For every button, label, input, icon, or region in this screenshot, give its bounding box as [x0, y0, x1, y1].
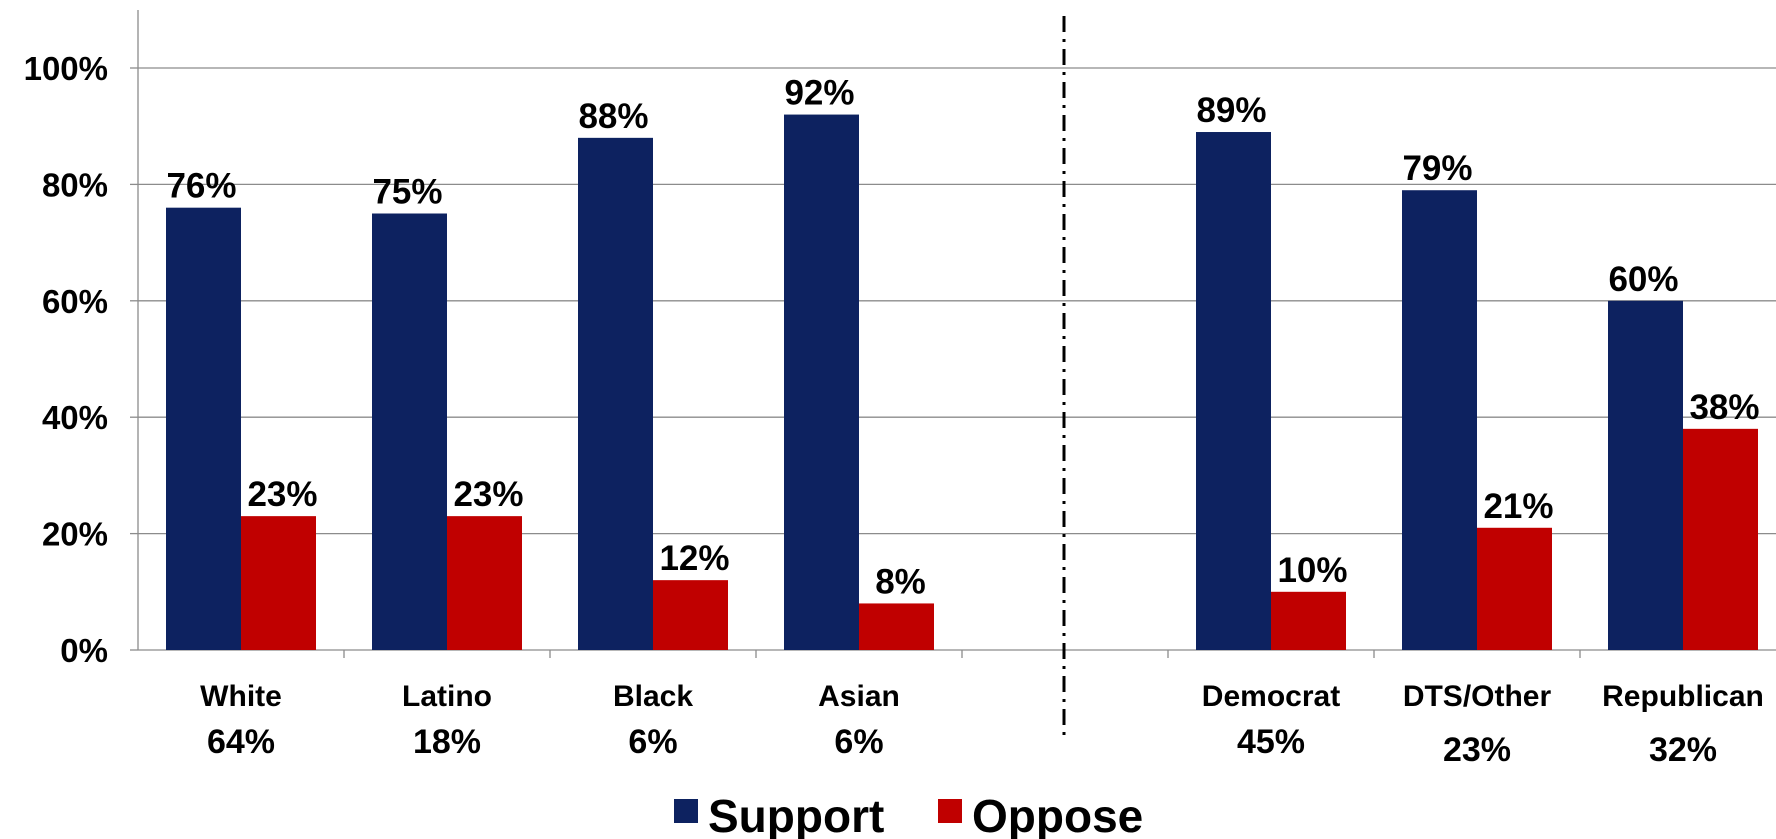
data-label: 23%	[247, 475, 317, 514]
category-share-label: 6%	[628, 723, 677, 761]
category-label: DTS/Other	[1403, 680, 1552, 713]
bar-oppose-latino	[447, 516, 522, 650]
category-share-label: 23%	[1443, 731, 1511, 769]
category-share-label: 32%	[1649, 731, 1717, 769]
bar-support-republican	[1608, 300, 1683, 650]
data-label: 23%	[453, 475, 523, 514]
bar-support-white	[166, 207, 241, 650]
category-share-label: 6%	[834, 723, 883, 761]
data-label: 60%	[1608, 260, 1678, 299]
category-label: Republican	[1602, 680, 1764, 713]
bar-oppose-dtsother	[1477, 527, 1552, 650]
category-labels: White 64% Latino 18% Black 6% Asian 6% Democrat 4…	[200, 680, 1764, 769]
legend-label-support: Support	[708, 790, 884, 839]
data-labels: 76% 23% 75% 23% 88% 12% 92% 8% 89% 10% 79% 21% 60% 38…	[166, 74, 1759, 602]
legend-label-oppose: Oppose	[972, 790, 1143, 839]
category-share-label: 64%	[207, 723, 275, 761]
data-label: 76%	[166, 167, 236, 206]
data-label: 8%	[875, 562, 926, 601]
y-tick-label: 60%	[42, 283, 108, 320]
data-label: 10%	[1277, 551, 1347, 590]
bar-support-democrat	[1196, 132, 1271, 650]
data-label: 38%	[1689, 388, 1759, 427]
data-label: 75%	[372, 173, 442, 212]
bar-support-latino	[372, 213, 447, 650]
y-tick-label: 80%	[42, 166, 108, 203]
category-label: Asian	[818, 680, 900, 713]
data-label: 12%	[659, 539, 729, 578]
bar-support-dtsother	[1402, 190, 1477, 650]
category-share-label: 18%	[413, 723, 481, 761]
bar-oppose-republican	[1683, 428, 1758, 650]
legend: Support Oppose	[674, 790, 1143, 839]
bar-support-black	[578, 137, 653, 651]
y-tick-label: 100%	[24, 50, 108, 87]
data-label: 92%	[784, 74, 854, 113]
y-axis-tick-labels: 0% 20% 40% 60% 80% 100%	[24, 50, 108, 669]
data-label: 21%	[1483, 487, 1553, 526]
data-label: 89%	[1196, 91, 1266, 130]
bar-support-asian	[784, 114, 859, 650]
bars	[166, 114, 1758, 651]
category-label: Latino	[402, 680, 492, 713]
data-label: 79%	[1402, 149, 1472, 188]
y-tick-label: 0%	[60, 632, 108, 669]
bar-oppose-white	[241, 516, 316, 650]
category-label: White	[200, 680, 282, 713]
bar-oppose-black	[653, 580, 728, 650]
y-tick-label: 20%	[42, 516, 108, 553]
data-label: 88%	[578, 97, 648, 136]
category-label: Democrat	[1202, 680, 1340, 713]
legend-swatch-oppose	[938, 799, 962, 823]
category-label: Black	[613, 680, 693, 713]
legend-swatch-support	[674, 799, 698, 823]
y-tick-label: 40%	[42, 399, 108, 436]
bar-oppose-asian	[859, 603, 934, 650]
bar-oppose-democrat	[1271, 591, 1346, 650]
category-share-label: 45%	[1237, 723, 1305, 761]
